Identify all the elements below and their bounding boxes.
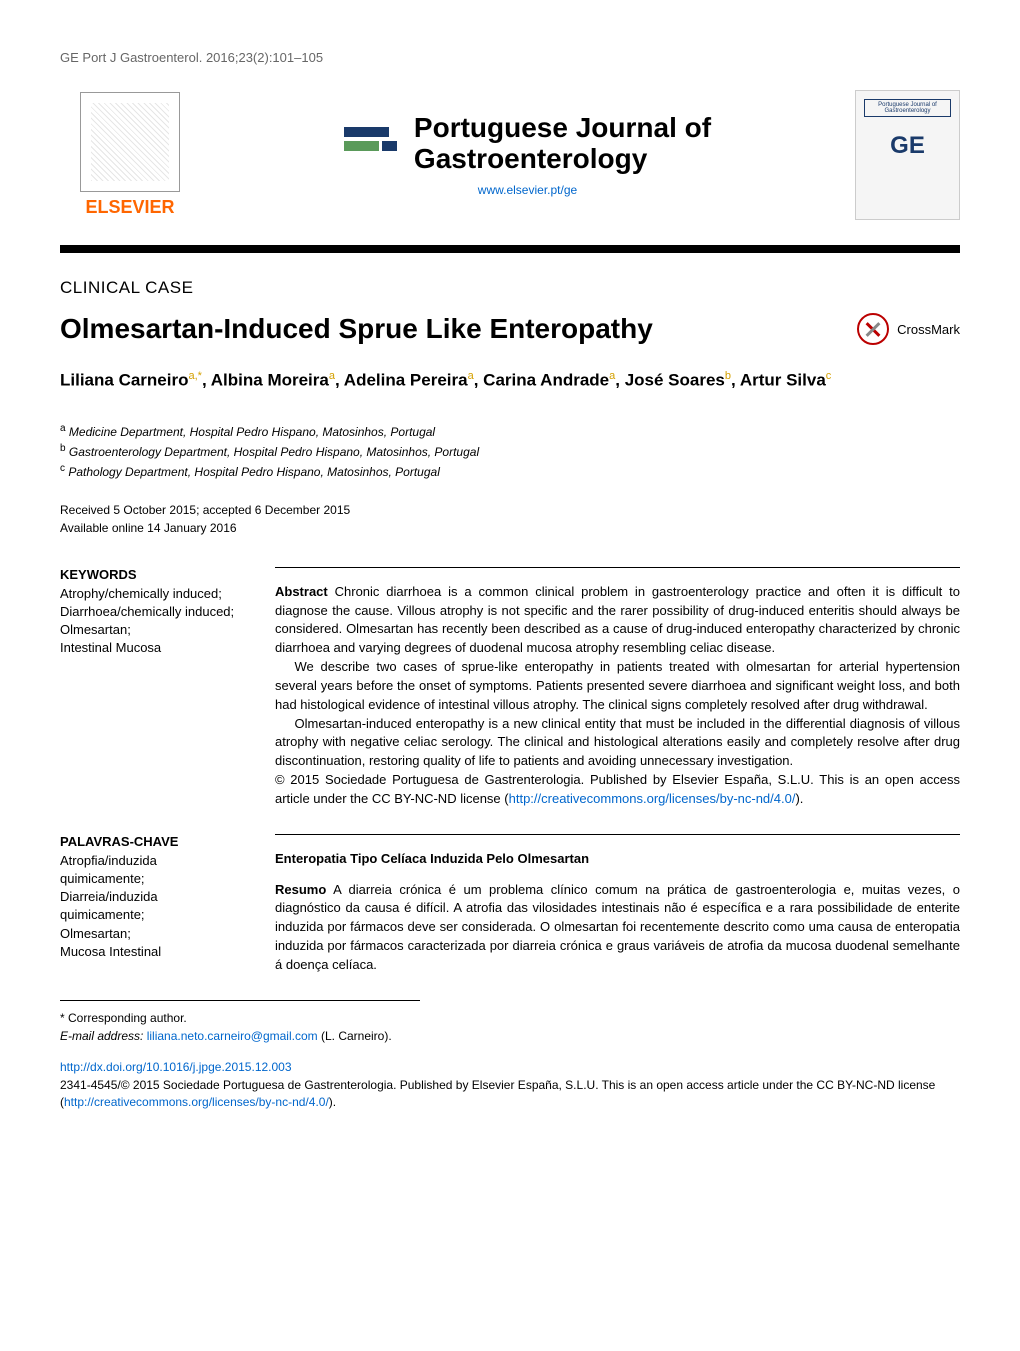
corresponding-email-link[interactable]: liliana.neto.carneiro@gmail.com bbox=[147, 1029, 318, 1043]
journal-url-link[interactable]: www.elsevier.pt/ge bbox=[478, 183, 577, 197]
abstract-text-pt: Enteropatia Tipo Celíaca Induzida Pelo O… bbox=[275, 850, 960, 975]
elsevier-logo[interactable]: ELSEVIER bbox=[60, 85, 200, 225]
journal-title-line1: Portuguese Journal of bbox=[414, 113, 711, 144]
elsevier-tree-icon bbox=[80, 92, 180, 192]
abstract-english-block: KEYWORDS Atrophy/chemically induced; Dia… bbox=[60, 567, 960, 809]
article-title: Olmesartan-Induced Sprue Like Enteropath… bbox=[60, 313, 653, 345]
corresponding-author: * Corresponding author. E-mail address: … bbox=[60, 1009, 960, 1045]
abstract-pt-title: Enteropatia Tipo Celíaca Induzida Pelo O… bbox=[275, 850, 960, 869]
header-divider bbox=[60, 245, 960, 253]
license-link-en[interactable]: http://creativecommons.org/licenses/by-n… bbox=[509, 791, 796, 806]
received-date: Received 5 October 2015; accepted 6 Dece… bbox=[60, 501, 960, 519]
doi-link[interactable]: http://dx.doi.org/10.1016/j.jpge.2015.12… bbox=[60, 1060, 960, 1074]
keywords-heading-pt: PALAVRAS-CHAVE bbox=[60, 834, 240, 849]
abstract-text-en: Abstract Chronic diarrhoea is a common c… bbox=[275, 583, 960, 809]
keywords-list-en: Atrophy/chemically induced; Diarrhoea/ch… bbox=[60, 585, 240, 658]
abstract-portuguese-block: PALAVRAS-CHAVE Atropfia/induzida quimica… bbox=[60, 834, 960, 975]
footer-license-link[interactable]: http://creativecommons.org/licenses/by-n… bbox=[64, 1095, 329, 1109]
journal-header: ELSEVIER Portuguese Journal of Gastroent… bbox=[60, 85, 960, 235]
header-citation: GE Port J Gastroenterol. 2016;23(2):101–… bbox=[60, 50, 960, 65]
keywords-list-pt: Atropfia/induzida quimicamente; Diarreia… bbox=[60, 852, 240, 961]
article-dates: Received 5 October 2015; accepted 6 Dece… bbox=[60, 501, 960, 537]
journal-title-block: Portuguese Journal of Gastroenterology w… bbox=[344, 113, 711, 197]
cover-ge-icon: GE bbox=[890, 132, 925, 160]
crossmark-badge[interactable]: CrossMark bbox=[857, 313, 960, 345]
journal-cover-thumbnail[interactable]: Portuguese Journal of Gastroenterology G… bbox=[855, 90, 960, 220]
ge-logo-icon bbox=[344, 119, 404, 169]
cover-label: Portuguese Journal of Gastroenterology bbox=[864, 99, 951, 117]
authors-list: Liliana Carneiroa,*, Albina Moreiraa, Ad… bbox=[60, 370, 960, 391]
elsevier-label: ELSEVIER bbox=[85, 197, 174, 218]
footer-divider bbox=[60, 1000, 420, 1001]
copyright-footer: 2341-4545/© 2015 Sociedade Portuguesa de… bbox=[60, 1077, 960, 1111]
journal-title-line2: Gastroenterology bbox=[414, 144, 711, 175]
online-date: Available online 14 January 2016 bbox=[60, 519, 960, 537]
keywords-heading-en: KEYWORDS bbox=[60, 567, 240, 582]
crossmark-label: CrossMark bbox=[897, 322, 960, 337]
affiliations: a Medicine Department, Hospital Pedro Hi… bbox=[60, 421, 960, 481]
article-section-type: CLINICAL CASE bbox=[60, 278, 960, 298]
crossmark-icon bbox=[857, 313, 889, 345]
